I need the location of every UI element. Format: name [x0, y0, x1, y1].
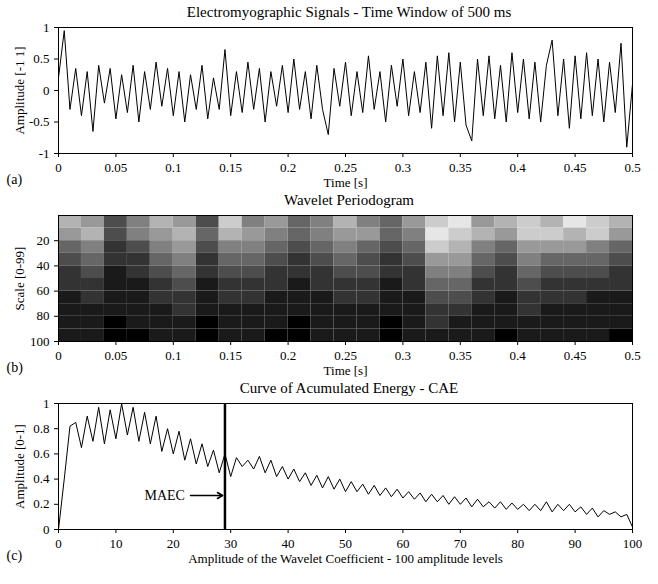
svg-text:20: 20: [37, 233, 50, 248]
html-text:Curve of Acumulated Energy - C: Curve of Acumulated Energy - CAE: [239, 380, 459, 396]
svg-text:80: 80: [37, 308, 50, 323]
html-text:Wavelet Periodogram: Wavelet Periodogram: [284, 192, 414, 208]
svg-text:0.8: 0.8: [33, 421, 49, 436]
svg-text:0.35: 0.35: [449, 348, 472, 363]
svg-text:0.5: 0.5: [624, 160, 640, 175]
svg-text:0.05: 0.05: [105, 348, 128, 363]
svg-text:0.5: 0.5: [624, 348, 640, 363]
svg-text:0.1: 0.1: [165, 348, 181, 363]
svg-text:0: 0: [55, 160, 62, 175]
svg-text:(a): (a): [7, 172, 23, 188]
svg-text:10: 10: [109, 536, 122, 551]
svg-text:0.1: 0.1: [165, 160, 181, 175]
svg-text:0: 0: [43, 83, 50, 98]
svg-text:20: 20: [167, 536, 180, 551]
svg-text:0.6: 0.6: [33, 446, 50, 461]
svg-text:0: 0: [55, 348, 62, 363]
svg-text:0.5: 0.5: [33, 51, 49, 66]
svg-text:-1: -1: [39, 146, 50, 161]
svg-text:40: 40: [282, 536, 295, 551]
svg-text:0.3: 0.3: [395, 160, 411, 175]
svg-text:0.2: 0.2: [280, 348, 296, 363]
svg-text:60: 60: [396, 536, 409, 551]
svg-text:0.45: 0.45: [564, 160, 587, 175]
svg-text:Amplitude [0-1]: Amplitude [0-1]: [12, 424, 27, 509]
svg-text:0.3: 0.3: [395, 348, 411, 363]
svg-text:Time [s]: Time [s]: [324, 175, 368, 190]
svg-text:0.45: 0.45: [564, 348, 587, 363]
svg-text:0.25: 0.25: [334, 348, 357, 363]
svg-text:0.05: 0.05: [105, 160, 128, 175]
svg-text:(c): (c): [7, 548, 23, 564]
svg-text:50: 50: [339, 536, 352, 551]
svg-text:0: 0: [55, 536, 62, 551]
svg-text:0.2: 0.2: [280, 160, 296, 175]
svg-text:100: 100: [623, 536, 643, 551]
svg-text:0.35: 0.35: [449, 160, 472, 175]
html-text:Electromyographic Signals - Ti: Electromyographic Signals - Time Window …: [186, 4, 512, 20]
svg-text:-0.5: -0.5: [29, 114, 50, 129]
svg-text:1: 1: [43, 396, 50, 411]
svg-text:MAEC: MAEC: [145, 488, 185, 503]
svg-text:40: 40: [37, 258, 50, 273]
svg-text:Scale [0-99]: Scale [0-99]: [12, 247, 27, 311]
svg-text:0.2: 0.2: [33, 496, 49, 511]
svg-text:(b): (b): [7, 360, 24, 376]
svg-text:0.15: 0.15: [219, 160, 242, 175]
svg-text:80: 80: [511, 536, 524, 551]
svg-text:90: 90: [569, 536, 582, 551]
svg-text:0.25: 0.25: [334, 160, 357, 175]
svg-text:0: 0: [43, 522, 50, 537]
svg-text:70: 70: [454, 536, 467, 551]
svg-text:0.15: 0.15: [219, 348, 242, 363]
svg-text:Amplitude [-1 1]: Amplitude [-1 1]: [12, 46, 27, 134]
svg-text:100: 100: [30, 334, 50, 349]
svg-text:Amplitude of the Wavelet Coeff: Amplitude of the Wavelet Coefficient - 1…: [188, 551, 503, 566]
svg-text:0.4: 0.4: [510, 348, 527, 363]
svg-text:Time [s]: Time [s]: [324, 363, 368, 378]
svg-text:60: 60: [37, 283, 50, 298]
svg-text:0.4: 0.4: [33, 471, 50, 486]
svg-text:1: 1: [43, 20, 50, 35]
svg-text:0.4: 0.4: [510, 160, 527, 175]
svg-text:30: 30: [224, 536, 237, 551]
